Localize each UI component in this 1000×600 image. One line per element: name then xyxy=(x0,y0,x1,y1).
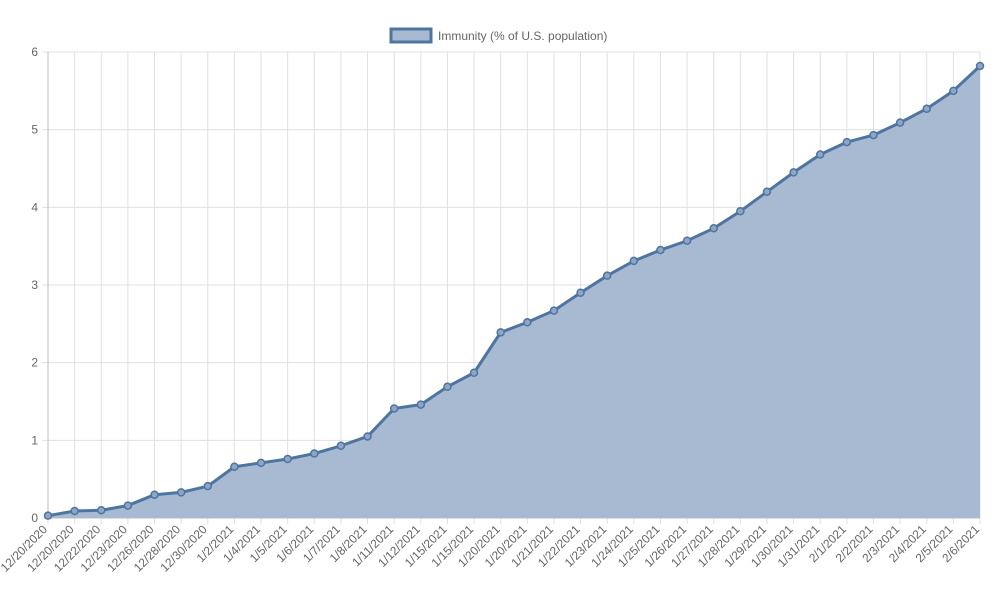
data-point[interactable] xyxy=(656,245,665,255)
data-point[interactable] xyxy=(469,368,479,378)
data-point[interactable] xyxy=(203,481,213,491)
data-point[interactable] xyxy=(709,224,718,233)
data-point[interactable] xyxy=(43,511,53,520)
data-point[interactable] xyxy=(815,150,825,159)
y-tick-label: 3 xyxy=(31,278,38,292)
data-point[interactable] xyxy=(549,306,559,315)
data-point[interactable] xyxy=(230,462,239,471)
data-point[interactable] xyxy=(443,382,452,391)
data-point[interactable] xyxy=(363,432,372,441)
series-area-fill xyxy=(48,65,980,518)
data-point[interactable] xyxy=(922,104,931,113)
data-point[interactable] xyxy=(682,236,692,245)
data-point[interactable] xyxy=(123,501,133,510)
data-point[interactable] xyxy=(842,137,852,147)
y-tick-label: 2 xyxy=(31,356,38,370)
data-point[interactable] xyxy=(336,441,346,451)
data-point[interactable] xyxy=(789,168,798,177)
area-layer xyxy=(47,64,982,518)
data-point[interactable] xyxy=(869,130,878,140)
y-tick-label: 6 xyxy=(31,45,38,59)
data-point[interactable] xyxy=(949,86,958,96)
y-tick-label: 5 xyxy=(31,123,38,137)
y-tick-label: 0 xyxy=(31,511,38,525)
data-point[interactable] xyxy=(602,271,612,280)
data-point[interactable] xyxy=(389,404,399,413)
legend[interactable]: Immunity (% of U.S. population) xyxy=(389,27,607,44)
series-line xyxy=(47,64,982,518)
data-point[interactable] xyxy=(762,187,772,197)
data-point[interactable] xyxy=(310,449,319,458)
data-point[interactable] xyxy=(176,488,186,497)
data-point[interactable] xyxy=(736,206,745,216)
data-point[interactable] xyxy=(523,318,532,327)
data-point[interactable] xyxy=(416,400,426,409)
data-point[interactable] xyxy=(283,454,292,464)
data-point[interactable] xyxy=(629,256,639,266)
data-point[interactable] xyxy=(496,328,505,337)
points-layer xyxy=(43,61,985,520)
legend-label[interactable]: Immunity (% of U.S. population) xyxy=(438,29,607,43)
legend-swatch[interactable] xyxy=(389,27,433,44)
y-tick-label: 4 xyxy=(31,200,38,214)
data-point[interactable] xyxy=(895,118,905,127)
data-point[interactable] xyxy=(97,505,106,515)
data-point[interactable] xyxy=(70,506,79,516)
data-point[interactable] xyxy=(576,288,585,298)
x-axis-ticks: 12/20/202012/20/202012/22/202012/23/2020… xyxy=(0,522,982,575)
y-axis-ticks: 0 1 2 3 4 5 6 xyxy=(31,45,38,525)
data-point[interactable] xyxy=(256,458,266,468)
data-point[interactable] xyxy=(150,490,159,499)
data-point[interactable] xyxy=(975,61,985,71)
y-tick-label: 1 xyxy=(31,433,38,447)
